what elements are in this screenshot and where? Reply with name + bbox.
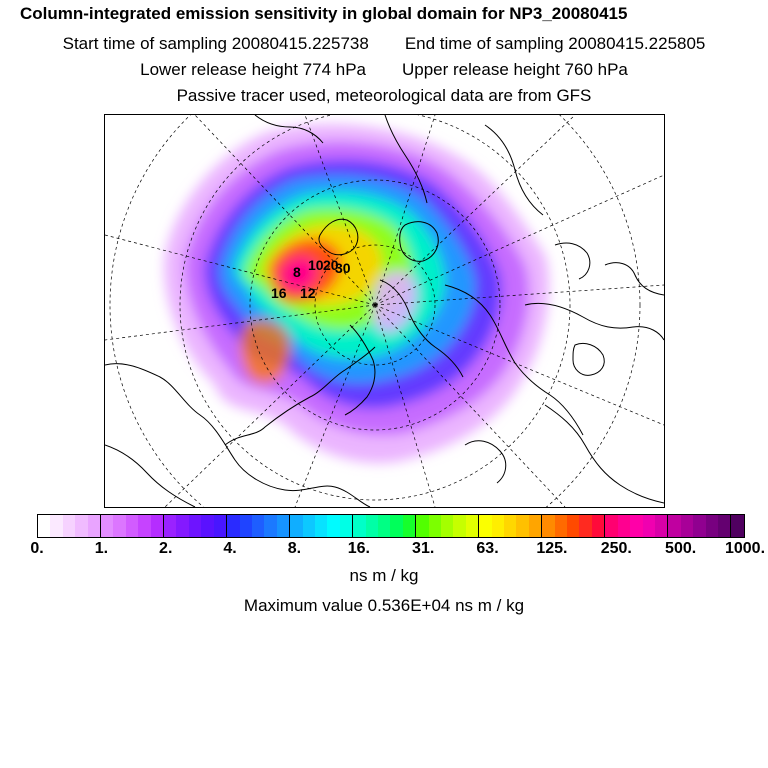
end-time: End time of sampling 20080415.225805	[404, 34, 706, 53]
colorbar-tick-label: 4.	[223, 540, 237, 557]
colorbar-tick-label: 8.	[287, 540, 302, 557]
colorbar-cell	[453, 515, 466, 537]
colorbar-cell	[125, 515, 139, 537]
colorbar-cell	[75, 515, 88, 537]
colorbar-cell	[402, 515, 417, 537]
maximum-value: Maximum value 0.536E+04 ns m / kg	[243, 596, 525, 615]
colorbar-cell	[416, 515, 429, 537]
colorbar-cell	[164, 515, 177, 537]
colorbar-cell	[428, 515, 441, 537]
colorbar-cell	[642, 515, 655, 537]
colorbar-cell	[176, 515, 189, 537]
release-label: 8	[293, 264, 301, 280]
colorbar-cell	[693, 515, 706, 537]
colorbar-cell	[264, 515, 277, 537]
sensitivity-plume	[164, 124, 549, 464]
colorbar-cell	[188, 515, 202, 537]
colorbar-cell	[680, 515, 694, 537]
map-canvas: 10 20 16 8 12 30	[105, 115, 664, 507]
release-height-line: Lower release height 774 hPa Upper releas…	[0, 60, 768, 80]
lower-release-height: Lower release height 774 hPa	[140, 60, 366, 79]
colorbar-cell	[717, 515, 732, 537]
colorbar-cell	[353, 515, 366, 537]
colorbar-cell	[201, 515, 214, 537]
colorbar-cell	[138, 515, 151, 537]
colorbar-cell	[38, 515, 51, 537]
release-labels: 10 20 16 8 12 30	[271, 257, 351, 301]
colorbar-cell	[290, 515, 303, 537]
colorbar-cell	[339, 515, 354, 537]
colorbar-cell	[654, 515, 669, 537]
upper-release-height: Upper release height 760 hPa	[402, 60, 628, 79]
colorbar-cell	[150, 515, 165, 537]
release-label: 12	[300, 285, 316, 301]
colorbar-cell	[441, 515, 454, 537]
colorbar-tick-label: 2.	[159, 540, 173, 557]
colorbar-unit: ns m / kg	[349, 566, 419, 585]
colorbar-cell	[377, 515, 391, 537]
colorbar-cell	[479, 515, 492, 537]
sensitivity-map: 10 20 16 8 12 30	[104, 114, 665, 508]
colorbar-cell	[101, 515, 114, 537]
colorbar-cell	[302, 515, 315, 537]
colorbar-cell	[50, 515, 63, 537]
colorbar-tick-labels: 0. 1. 2. 4. 8. 16. 31. 63. 125. 250. 500. 1000.	[0, 540, 768, 562]
colorbar-cell	[314, 515, 328, 537]
colorbar-cell	[554, 515, 568, 537]
colorbar-cell	[213, 515, 228, 537]
colorbar-tick-label: 16.	[347, 540, 370, 557]
start-time: Start time of sampling 20080415.225738	[62, 34, 369, 53]
colorbar-tick-label: 250.	[600, 540, 632, 557]
colorbar-tick-label: 1.	[94, 540, 109, 557]
colorbar	[37, 514, 745, 538]
colorbar-cell	[390, 515, 403, 537]
colorbar-cell	[239, 515, 252, 537]
coastlines	[105, 115, 664, 507]
plot-title: Column-integrated emission sensitivity i…	[20, 4, 628, 23]
colorbar-cell	[365, 515, 378, 537]
colorbar-cell	[276, 515, 291, 537]
colorbar-tick-label: 1000.	[724, 540, 766, 557]
colorbar-cell	[491, 515, 505, 537]
colorbar-cell	[87, 515, 102, 537]
release-label: 10	[308, 257, 324, 273]
colorbar-cell	[591, 515, 606, 537]
colorbar-cell	[731, 515, 744, 537]
colorbar-cell	[113, 515, 126, 537]
colorbar-cell	[62, 515, 76, 537]
colorbar-cell	[617, 515, 631, 537]
colorbar-cell	[465, 515, 480, 537]
release-label: 16	[271, 285, 287, 301]
colorbar-tick-label: 0.	[30, 540, 44, 557]
colorbar-cell	[705, 515, 718, 537]
colorbar-cell	[668, 515, 681, 537]
colorbar-cell	[528, 515, 543, 537]
release-label: 20	[323, 257, 339, 273]
colorbar-cell	[567, 515, 580, 537]
colorbar-cell	[516, 515, 529, 537]
colorbar-cell	[542, 515, 555, 537]
colorbar-cell	[605, 515, 618, 537]
colorbar-tick-label: 125.	[536, 540, 568, 557]
release-label: 30	[335, 260, 351, 276]
graticule	[105, 115, 664, 507]
colorbar-cell	[227, 515, 240, 537]
colorbar-cell	[504, 515, 517, 537]
colorbar-cell	[579, 515, 592, 537]
colorbar-cell	[251, 515, 265, 537]
tracer-note: Passive tracer used, meteorological data…	[176, 86, 592, 105]
colorbar-cell	[327, 515, 340, 537]
sampling-time-line: Start time of sampling 20080415.225738 En…	[0, 34, 768, 54]
colorbar-tick-label: 31.	[412, 540, 435, 557]
colorbar-tick-label: 63.	[476, 540, 499, 557]
colorbar-cell	[630, 515, 643, 537]
colorbar-tick-label: 500.	[665, 540, 697, 557]
